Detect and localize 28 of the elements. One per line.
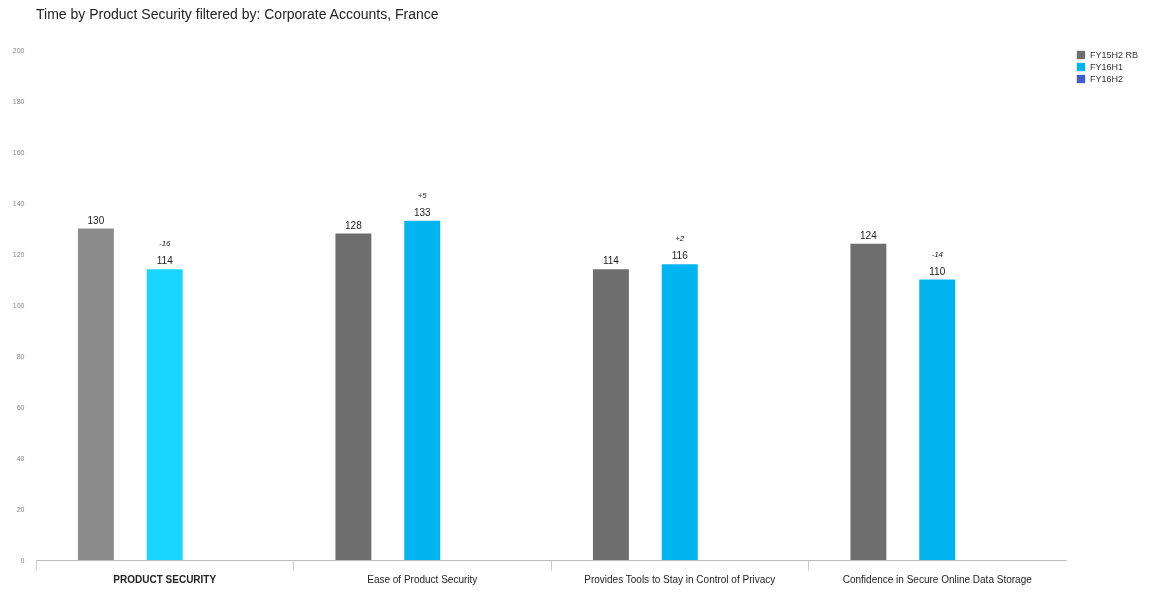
- data-label: 114: [602, 255, 620, 267]
- bar: [77, 228, 114, 560]
- annotation: -14: [931, 249, 944, 259]
- data-label: 130: [87, 214, 105, 226]
- annotation: +2: [675, 234, 685, 244]
- annotation: -16: [158, 239, 172, 249]
- legend-label: FY15H2 RB: [1090, 50, 1139, 60]
- x-tick-label: Confidence in Secure Online Data Storage: [842, 573, 1033, 585]
- data-label: 114: [156, 255, 174, 267]
- data-label: 110: [929, 265, 946, 277]
- bar: [592, 269, 629, 560]
- data-label: 128: [345, 219, 363, 231]
- chart-title: Time by Product Security filtered by: Corporate Accounts, France: [36, 6, 439, 22]
- bar: [919, 279, 956, 560]
- bar: [850, 243, 887, 560]
- x-tick-label: Ease of Product Security: [367, 573, 478, 585]
- bar: [661, 264, 698, 560]
- data-label: 133: [413, 206, 432, 218]
- bar: [146, 269, 183, 560]
- bar: [335, 233, 372, 560]
- x-tick-label: PRODUCT SECURITY: [113, 573, 217, 585]
- x-tick-label: Provides Tools to Stay in Control of Privacy: [584, 573, 776, 585]
- legend-label: FY16H1: [1090, 62, 1124, 72]
- data-label: 124: [860, 229, 878, 241]
- annotation: +5: [417, 190, 428, 200]
- legend-label: FY16H2: [1090, 74, 1124, 84]
- bar: [404, 220, 441, 560]
- data-label: 116: [671, 250, 689, 262]
